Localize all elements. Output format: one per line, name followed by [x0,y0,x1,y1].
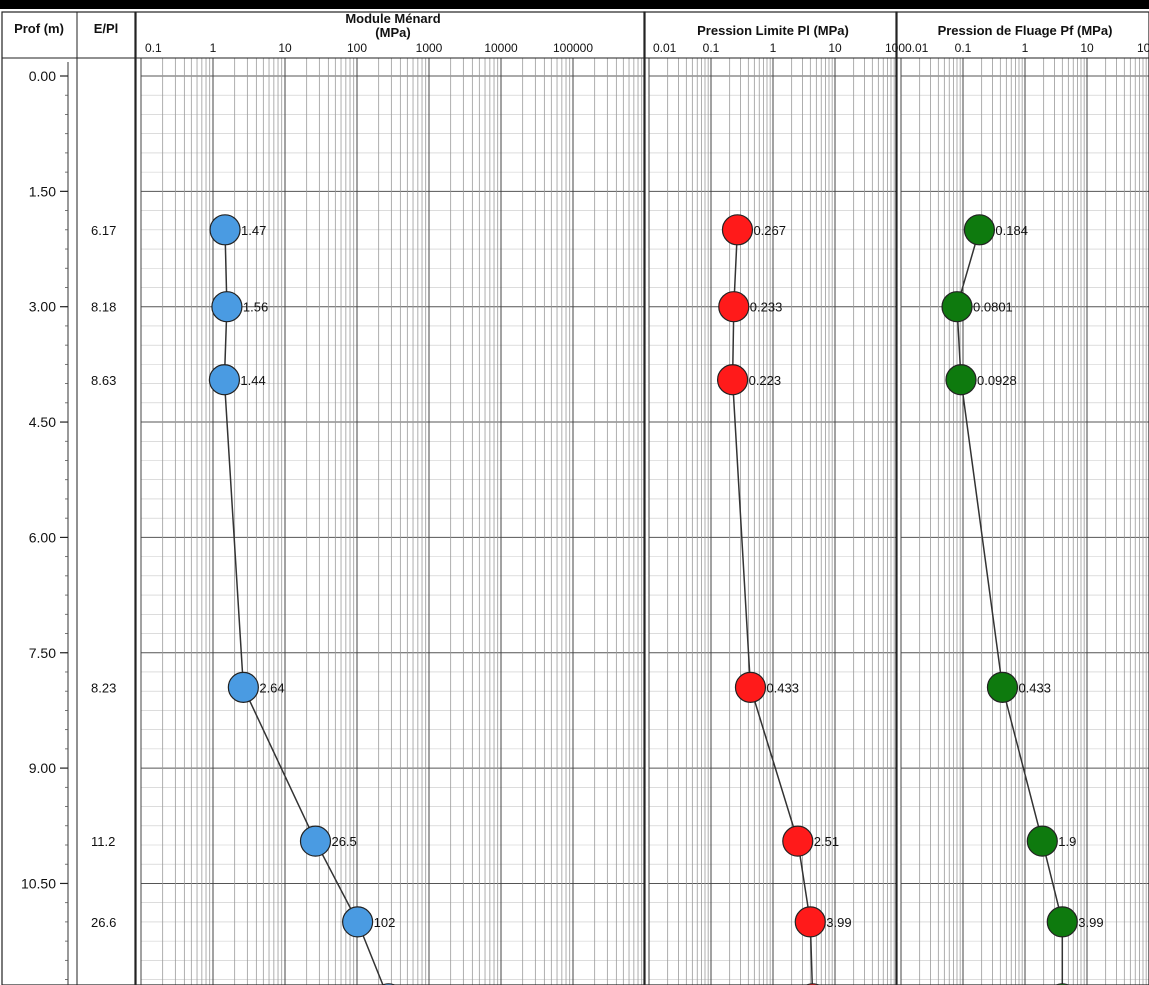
modulus-data-point [227,671,259,703]
depth-tick-label: 1.50 [29,183,56,199]
modulus-data-point [299,825,332,857]
modulus-value-label: 2.64 [259,680,284,695]
limit-value-label: 0.223 [749,373,782,388]
depth-tick-label: 6.00 [29,529,56,545]
ratio-value-label: 8.23 [91,680,116,695]
creep-value-label: 0.0928 [977,373,1017,388]
limit-tick-label: 10 [828,41,842,55]
limit-value-label: 0.233 [750,300,783,315]
creep-value-label: 0.0801 [973,300,1013,315]
modulus-tick-label: 0.1 [145,41,162,55]
depth-ratio-frame [1,11,136,985]
modulus-data-point [209,214,241,246]
modulus-value-label: 1.56 [243,300,268,315]
limit-pressure-header: Pression Limite Pl (MPa) [697,23,849,38]
ratio-value-label: 11.2 [91,834,115,849]
column-frames [1,11,1149,985]
limit-tick-label: 1 [770,41,777,55]
depth-tick-label: 7.50 [29,645,56,661]
creep-data-point [945,364,977,396]
modulus-tick-label: 100 [347,41,367,55]
creep-value-label: 3.99 [1078,915,1103,930]
modulus-tick-label: 10 [278,41,292,55]
modulus-header-line2: (MPa) [375,25,410,40]
creep-data-point [986,671,1019,703]
creep-tick-label: 10 [1080,41,1094,55]
modulus-data-point [211,291,243,323]
creep-data-point [1026,825,1058,857]
ratio-value-label: 26.6 [91,915,116,930]
modulus-value-label: 1.47 [241,223,266,238]
depth-tick-label: 3.00 [29,299,56,315]
creep-tick-label: 1 [1022,41,1029,55]
modulus-data-point [208,364,241,396]
creep-tick-label: 0.01 [905,41,929,55]
limit-data-point [718,291,750,323]
limit-data-point [734,671,767,703]
creep-data-point [941,291,973,323]
limit-panel-frame [643,11,898,985]
modulus-tick-label: 10000 [484,41,518,55]
limit-data-point [782,825,814,857]
modulus-panel-frame [135,11,646,985]
limit-value-label: 3.99 [826,915,851,930]
limit-value-label: 0.433 [766,680,799,695]
depth-tick-label: 10.50 [21,875,56,891]
grid-lines [140,58,1149,985]
modulus-tick-label: 1000 [416,41,443,55]
modulus-value-label: 1.44 [240,373,265,388]
creep-data-point [963,214,996,246]
limit-data-point [794,906,826,938]
limit-value-label: 2.51 [814,834,839,849]
x-axis-ticks: 0.1 1 10 100 1000 10000 100000 0.01 0.1 1 10 100 0.0… [145,41,1149,55]
modulus-header-line1: Module Ménard [345,11,440,26]
creep-tick-label: 0.1 [955,41,972,55]
ratio-value-label: 8.18 [91,300,116,315]
ratio-value-label: 6.17 [91,223,116,238]
creep-pressure-header: Pression de Fluage Pf (MPa) [938,23,1113,38]
creep-value-label: 0.184 [995,223,1028,238]
depth-tick-label: 9.00 [29,760,56,776]
depth-column-header: Prof (m) [14,21,64,36]
limit-tick-label: 100 [885,41,905,55]
modulus-value-label: 102 [374,915,396,930]
limit-data-point [721,214,754,246]
depth-tick-label: 0.00 [29,68,56,84]
limit-tick-label: 0.01 [653,41,677,55]
depth-tick-label: 4.50 [29,414,56,430]
limit-value-label: 0.267 [753,223,786,238]
creep-value-label: 1.9 [1058,834,1076,849]
limit-data-point [716,364,749,396]
creep-tick-label: 100 [1137,41,1149,55]
limit-tick-label: 0.1 [703,41,720,55]
creep-panel-frame [895,11,1149,985]
modulus-tick-label: 100000 [553,41,593,55]
modulus-value-label: 26.5 [331,834,356,849]
data-series: 1.471.561.442.6426.51022740.2670.2330.22… [208,214,1104,985]
ratio-value-label: 8.63 [91,373,116,388]
creep-value-label: 0.433 [1018,680,1051,695]
modulus-tick-label: 1 [210,41,217,55]
ratio-column-header: E/Pl [94,21,119,36]
modulus-data-point [342,906,374,938]
creep-data-point [1046,906,1078,938]
